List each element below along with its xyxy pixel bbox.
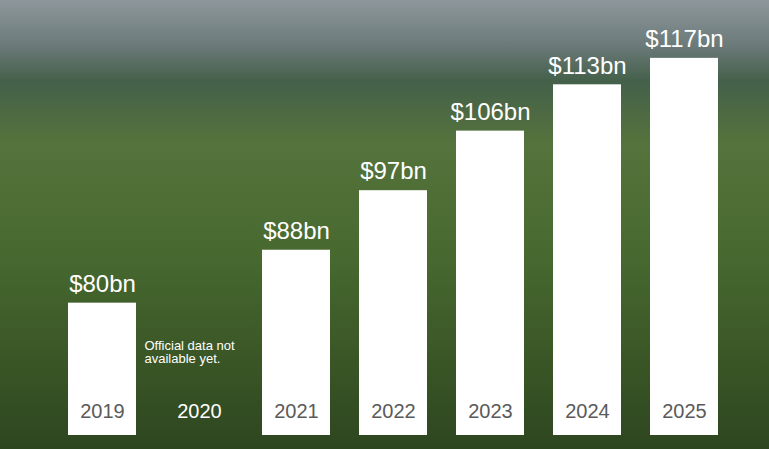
svg-text:2025: 2025 [662,400,707,422]
svg-text:$117bn: $117bn [645,25,723,52]
svg-text:$97bn: $97bn [360,157,427,184]
svg-text:Official data notavailable yet: Official data notavailable yet. [145,338,235,366]
svg-text:2020: 2020 [177,400,222,422]
svg-text:2021: 2021 [274,400,319,422]
svg-text:$106bn: $106bn [450,98,530,125]
svg-text:$80bn: $80bn [69,270,136,297]
svg-text:2022: 2022 [371,400,416,422]
svg-text:$113bn: $113bn [548,51,626,78]
svg-text:2019: 2019 [80,400,125,422]
svg-text:$88bn: $88bn [263,217,330,244]
svg-text:2024: 2024 [565,400,610,422]
svg-text:2023: 2023 [468,400,513,422]
